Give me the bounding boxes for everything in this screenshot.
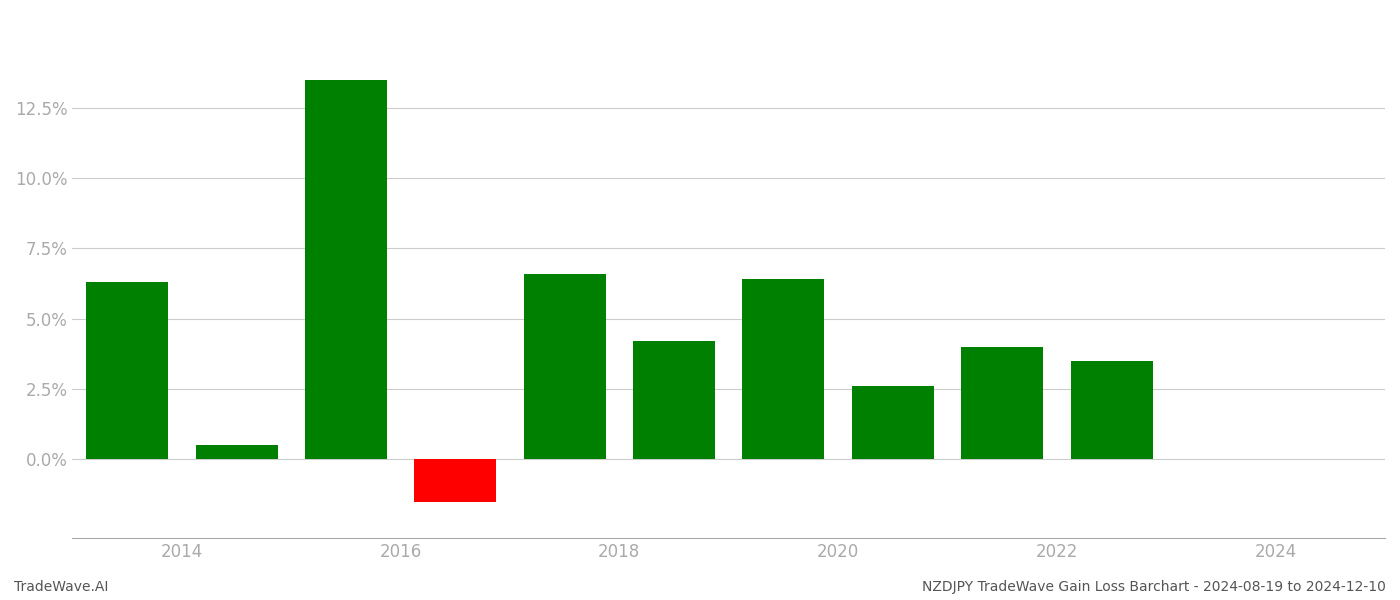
Text: NZDJPY TradeWave Gain Loss Barchart - 2024-08-19 to 2024-12-10: NZDJPY TradeWave Gain Loss Barchart - 20… [923, 580, 1386, 594]
Bar [305, 80, 386, 460]
Bar [851, 386, 934, 460]
Bar [414, 460, 497, 502]
Bar [196, 445, 277, 460]
Bar [87, 282, 168, 460]
Bar [742, 280, 825, 460]
Bar [633, 341, 715, 460]
Text: TradeWave.AI: TradeWave.AI [14, 580, 108, 594]
Bar [962, 347, 1043, 460]
Bar [524, 274, 606, 460]
Bar [1071, 361, 1152, 460]
